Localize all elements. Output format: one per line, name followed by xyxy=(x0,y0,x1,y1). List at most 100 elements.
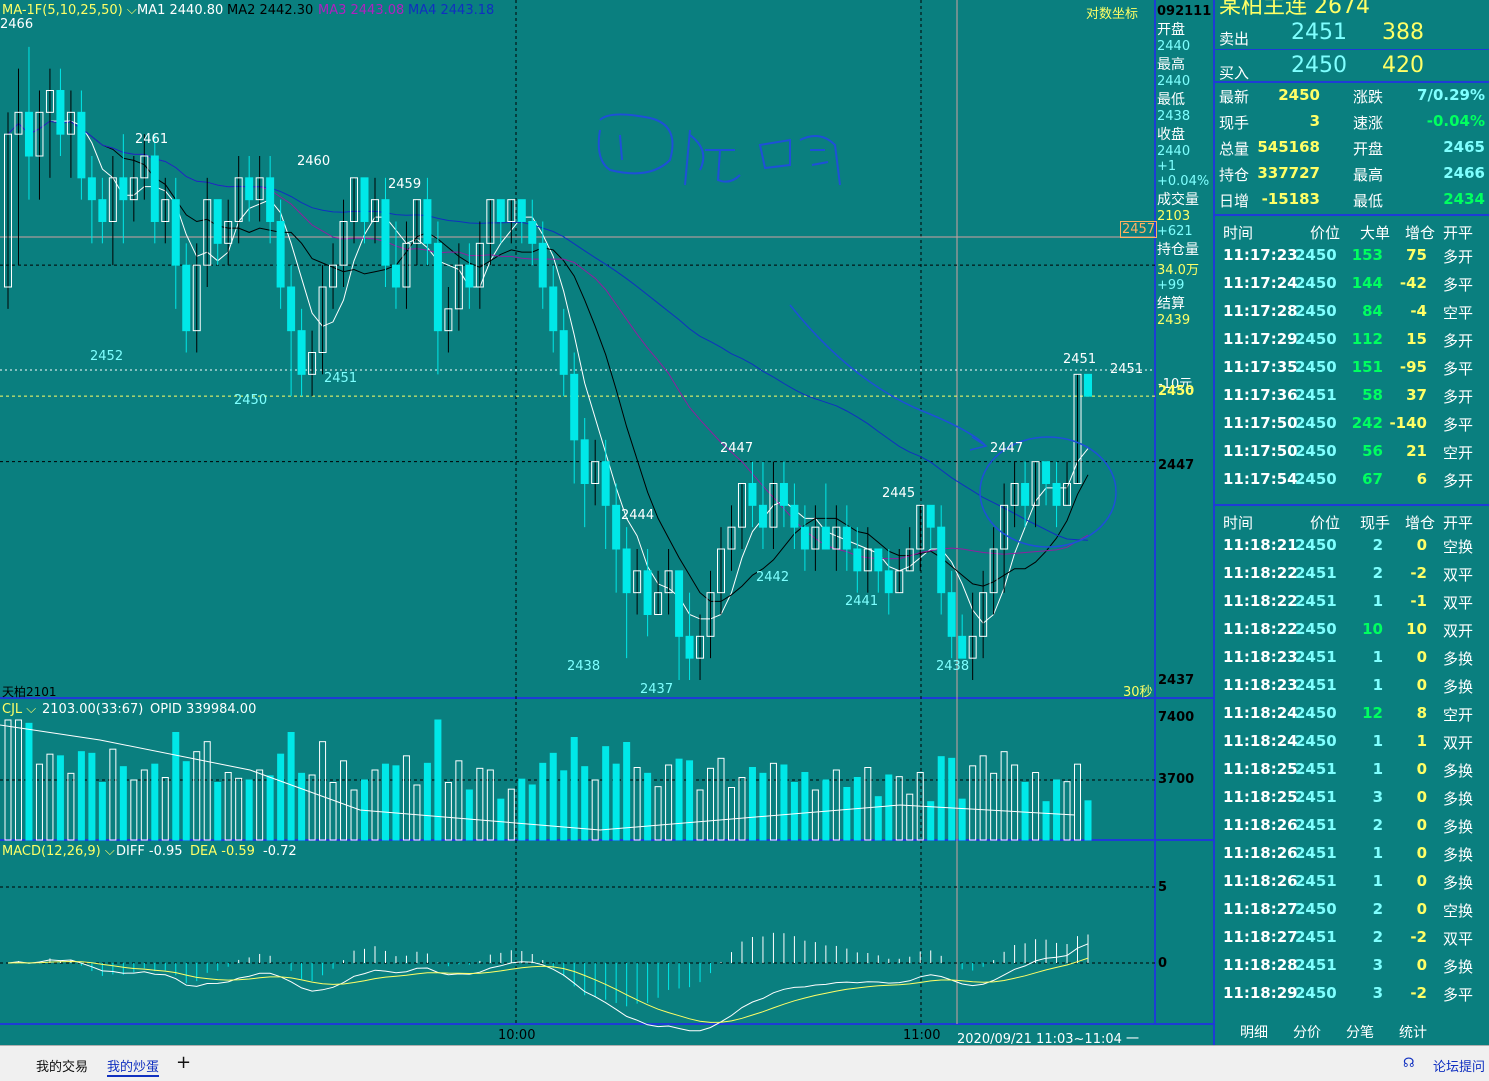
stat-label: 日增 xyxy=(1219,192,1250,210)
price-label: 2445 xyxy=(882,486,915,501)
ma-indicator-name[interactable]: MA-1F(5,10,25,50) ⌵ xyxy=(2,3,137,18)
table-cell: 0 xyxy=(1416,760,1427,778)
ma2-line xyxy=(7,120,1089,602)
table-header[interactable]: 现手 xyxy=(1360,514,1391,532)
table-cell: 2 xyxy=(1372,536,1383,554)
candle-down xyxy=(98,199,107,223)
info-value: 2440 xyxy=(1157,39,1191,54)
bottom-tab[interactable]: 统计 xyxy=(1399,1025,1427,1041)
candle-up xyxy=(370,199,379,223)
volume-bar xyxy=(182,761,190,841)
stat-value: 545168 xyxy=(1257,138,1320,156)
bottom-tab[interactable]: 分价 xyxy=(1293,1025,1321,1041)
kline-chart-area[interactable]: 2466 2461 2460 2459 2452 2451 2450 2447 2444 2445… xyxy=(0,0,1213,1045)
volume-bar xyxy=(591,779,599,841)
candle-down xyxy=(297,330,306,375)
stat-label: 速涨 xyxy=(1353,114,1384,132)
table-header[interactable]: 时间 xyxy=(1223,224,1254,242)
stat-label: 最新 xyxy=(1219,88,1250,106)
table-header[interactable]: 时间 xyxy=(1223,514,1254,532)
price-label: 2437 xyxy=(640,682,673,697)
stat-label: 现手 xyxy=(1219,114,1250,132)
table-cell: 双开 xyxy=(1443,734,1474,752)
stat-value: -15183 xyxy=(1261,190,1320,208)
time-range: 2020/09/21 11:03~11:04 一 xyxy=(957,1028,1140,1047)
volume-bar xyxy=(654,786,662,841)
table-cell: 2450 xyxy=(1295,704,1337,722)
table-header[interactable]: 增仓 xyxy=(1405,224,1436,242)
table-cell: 56 xyxy=(1362,442,1383,460)
log-coord-toggle[interactable]: 对数坐标 xyxy=(1086,7,1139,22)
table-cell: -2 xyxy=(1410,564,1427,582)
candle-down xyxy=(842,526,851,550)
volume-bar xyxy=(423,762,431,841)
volume-indicator-name[interactable]: CJL ⌵ xyxy=(2,702,37,717)
axis-vol-7400: 7400 xyxy=(1158,710,1195,725)
table-cell: -140 xyxy=(1389,414,1427,432)
candle-up xyxy=(255,177,264,201)
candle-up xyxy=(1010,483,1019,506)
macd-indicator-name[interactable]: MACD(12,26,9) ⌵ xyxy=(2,844,115,859)
table-header[interactable]: 开平 xyxy=(1443,514,1474,532)
tab-my-trade[interactable]: 我的交易 xyxy=(36,1060,89,1075)
candle-down xyxy=(360,177,369,222)
stat-label: 最高 xyxy=(1353,166,1384,184)
table-cell: 2450 xyxy=(1295,620,1337,638)
table-cell: 2451 xyxy=(1295,564,1337,582)
table-cell: 67 xyxy=(1362,470,1383,488)
volume-bar xyxy=(392,765,400,841)
candle-up xyxy=(14,111,23,135)
info-value: 2440 xyxy=(1157,74,1191,89)
table-cell: 11:18:22 xyxy=(1223,592,1298,610)
candle-down xyxy=(266,177,275,222)
candle-up xyxy=(45,90,54,113)
table-cell: 2451 xyxy=(1295,788,1337,806)
table-cell: 12 xyxy=(1362,704,1383,722)
divider xyxy=(1215,504,1489,506)
tab-my-chart[interactable]: 我的炒蛋 xyxy=(107,1056,160,1077)
bar-date: 092111 xyxy=(1157,4,1212,19)
table-header[interactable]: 价位 xyxy=(1310,514,1341,532)
candle-down xyxy=(685,635,694,659)
bottom-tab[interactable]: 分笔 xyxy=(1346,1025,1374,1041)
candle-down xyxy=(570,373,579,441)
table-header[interactable]: 增仓 xyxy=(1405,514,1436,532)
volume-bar xyxy=(665,764,673,841)
table-header[interactable]: 开平 xyxy=(1443,224,1474,242)
stat-label: 开盘 xyxy=(1353,140,1384,158)
add-tab-button[interactable]: + xyxy=(176,1052,192,1073)
price-label: 2460 xyxy=(297,154,330,169)
time-label-1100: 11:00 xyxy=(903,1028,941,1043)
candle-down xyxy=(24,111,33,157)
table-cell: -95 xyxy=(1399,358,1427,376)
forum-question-link[interactable]: 论坛提问 xyxy=(1433,1060,1486,1075)
dea-value: DEA -0.59 xyxy=(190,844,255,859)
macd-value: -0.72 xyxy=(263,844,297,859)
volume-bar xyxy=(455,760,463,841)
volume-bar xyxy=(497,798,505,841)
volume-bar xyxy=(528,784,536,841)
volume-bar xyxy=(476,767,484,841)
table-header[interactable]: 价位 xyxy=(1310,224,1341,242)
table-cell: 11:18:21 xyxy=(1223,536,1298,554)
volume-bar xyxy=(371,769,379,841)
table-cell: 11:18:23 xyxy=(1223,648,1298,666)
bottom-tab[interactable]: 明细 xyxy=(1240,1025,1268,1041)
table-header[interactable]: 大单 xyxy=(1360,224,1391,242)
axis-price-2437: 2437 xyxy=(1158,673,1195,688)
table-cell: 2450 xyxy=(1295,414,1337,432)
candle-down xyxy=(391,264,400,288)
candle-up xyxy=(664,570,673,594)
table-cell: 2 xyxy=(1372,928,1383,946)
candle-down xyxy=(853,548,862,572)
opid-value: OPID 339984.00 xyxy=(150,702,257,717)
price-label: 2451 xyxy=(324,371,357,386)
headset-icon[interactable]: ☊ xyxy=(1403,1056,1415,1071)
axis-macd-5: 5 xyxy=(1158,880,1168,895)
candle-down xyxy=(77,111,86,179)
candle-down xyxy=(779,483,788,506)
candle-down xyxy=(947,592,956,637)
table-cell: 11:17:23 xyxy=(1223,246,1298,264)
table-cell: 2451 xyxy=(1295,760,1337,778)
candle-down xyxy=(496,199,505,223)
